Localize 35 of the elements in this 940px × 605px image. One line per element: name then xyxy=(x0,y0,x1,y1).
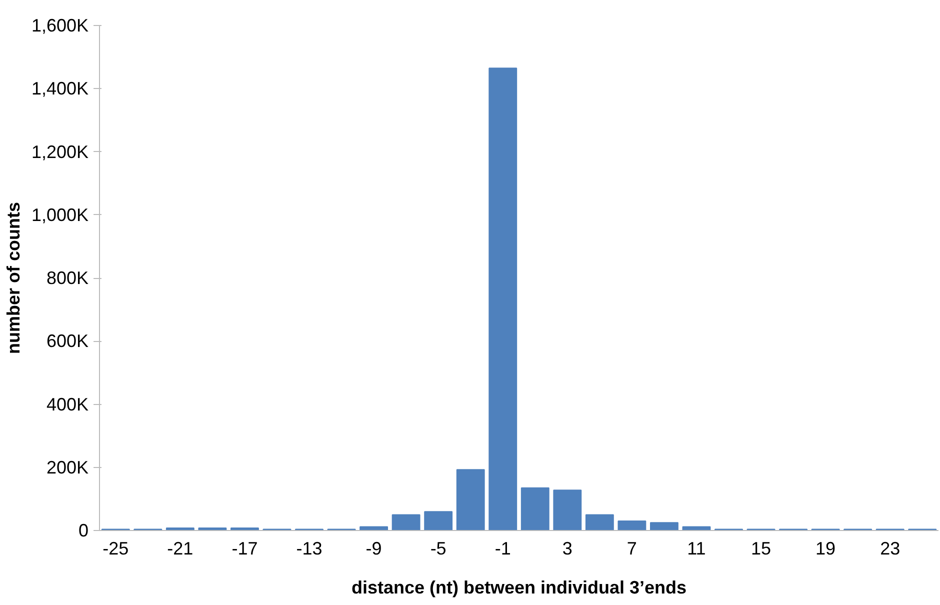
y-tick-label: 0 xyxy=(78,520,89,540)
x-tick-label: -9 xyxy=(366,538,382,558)
bar xyxy=(650,522,678,530)
x-tick-label: 23 xyxy=(880,538,900,558)
bar xyxy=(360,526,388,530)
y-tick-label: 1,200K xyxy=(31,142,89,162)
y-tick-label: 800K xyxy=(46,268,89,288)
x-tick-label: -1 xyxy=(494,538,511,558)
x-tick-label: -13 xyxy=(296,538,322,558)
y-axis-title: number of counts xyxy=(3,202,24,354)
bar xyxy=(456,469,485,530)
y-tick-label: 600K xyxy=(46,331,89,352)
y-tick-label: 1,000K xyxy=(31,204,89,225)
bar xyxy=(488,68,518,530)
x-tick-label: 11 xyxy=(687,538,706,558)
x-tick-label: 19 xyxy=(816,538,836,558)
x-tick-label: 3 xyxy=(562,538,572,558)
y-tick-label: 1,600K xyxy=(31,16,89,36)
bar xyxy=(392,514,420,530)
x-tick-label: 15 xyxy=(751,538,772,558)
bar xyxy=(618,520,646,530)
x-tick-label: -5 xyxy=(430,538,446,558)
bar xyxy=(585,514,614,530)
y-tick-label: 200K xyxy=(46,457,89,478)
x-tick-label: -17 xyxy=(232,538,258,558)
x-tick-label: 7 xyxy=(626,538,637,558)
x-axis-title: distance (nt) between individual 3’ends xyxy=(351,578,687,598)
bar xyxy=(682,526,711,530)
y-tick-label: 400K xyxy=(46,394,89,414)
bar xyxy=(520,487,550,530)
bar xyxy=(424,511,453,530)
x-tick-label: -21 xyxy=(167,538,194,558)
x-tick-label: -25 xyxy=(102,538,129,558)
bar xyxy=(553,490,582,530)
y-tick-label: 1,400K xyxy=(31,78,89,99)
